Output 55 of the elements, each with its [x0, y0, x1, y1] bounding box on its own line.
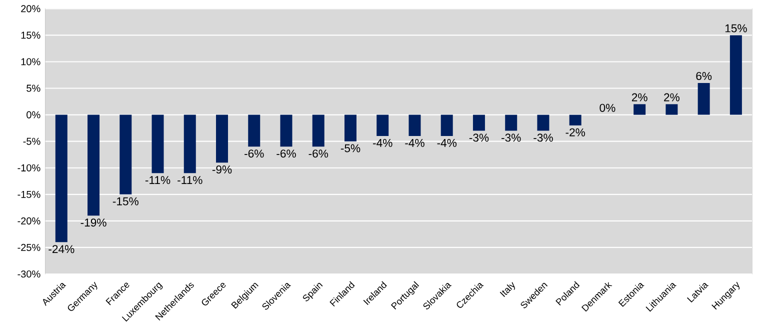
- data-label: -4%: [405, 138, 424, 147]
- bar: [376, 114, 389, 136]
- y-tick-label: -20%: [18, 217, 40, 224]
- y-tick-label: -15%: [18, 190, 40, 198]
- bar: [634, 104, 646, 115]
- data-label: -11%: [178, 176, 202, 184]
- y-tick-label: -30%: [18, 270, 40, 278]
- data-label: -4%: [373, 138, 392, 147]
- bar: [569, 114, 582, 126]
- bar: [440, 114, 453, 136]
- bar: [730, 35, 742, 115]
- y-tick-label: 15%: [21, 32, 40, 39]
- data-label: -6%: [276, 150, 296, 158]
- data-label: -19%: [80, 218, 106, 227]
- data-label: -4%: [437, 138, 457, 147]
- bar: [698, 82, 710, 115]
- y-tick-label: 10%: [21, 58, 40, 66]
- data-label: 15%: [725, 24, 747, 32]
- bar: [184, 114, 196, 174]
- data-label: -3%: [469, 134, 489, 142]
- data-label: 2%: [632, 93, 648, 102]
- bar: [248, 114, 260, 147]
- data-label: 0%: [600, 104, 616, 112]
- data-label: 2%: [664, 93, 680, 102]
- bar: [152, 114, 164, 174]
- data-label: -3%: [534, 134, 553, 142]
- bar: [537, 114, 550, 131]
- data-label: -9%: [212, 166, 232, 174]
- bar: [88, 114, 100, 216]
- bar: [505, 114, 518, 131]
- data-label: -6%: [244, 150, 264, 158]
- y-tick-label: -10%: [18, 164, 40, 172]
- bar: [120, 114, 132, 194]
- y-tick-label: 20%: [21, 5, 40, 12]
- bar: [55, 114, 68, 242]
- bar: [472, 114, 485, 131]
- bar: [280, 114, 292, 147]
- x-tick-label: Italy: [500, 282, 515, 297]
- data-label: -5%: [340, 144, 360, 152]
- y-tick-label: -5%: [23, 138, 40, 145]
- data-label: -3%: [502, 134, 521, 142]
- data-label: -6%: [308, 150, 328, 158]
- bar: [666, 104, 678, 115]
- data-label: 6%: [696, 72, 712, 80]
- bar: [312, 114, 324, 147]
- bar: [216, 114, 228, 163]
- y-tick-label: 5%: [26, 84, 40, 92]
- data-label: -2%: [566, 128, 586, 136]
- y-tick-label: -25%: [18, 244, 40, 252]
- data-label: -11%: [145, 176, 170, 184]
- data-label: -15%: [112, 197, 138, 206]
- bar: [344, 114, 356, 142]
- y-tick-label: 0%: [26, 111, 40, 118]
- bar: [408, 114, 421, 136]
- data-label: -24%: [48, 245, 74, 254]
